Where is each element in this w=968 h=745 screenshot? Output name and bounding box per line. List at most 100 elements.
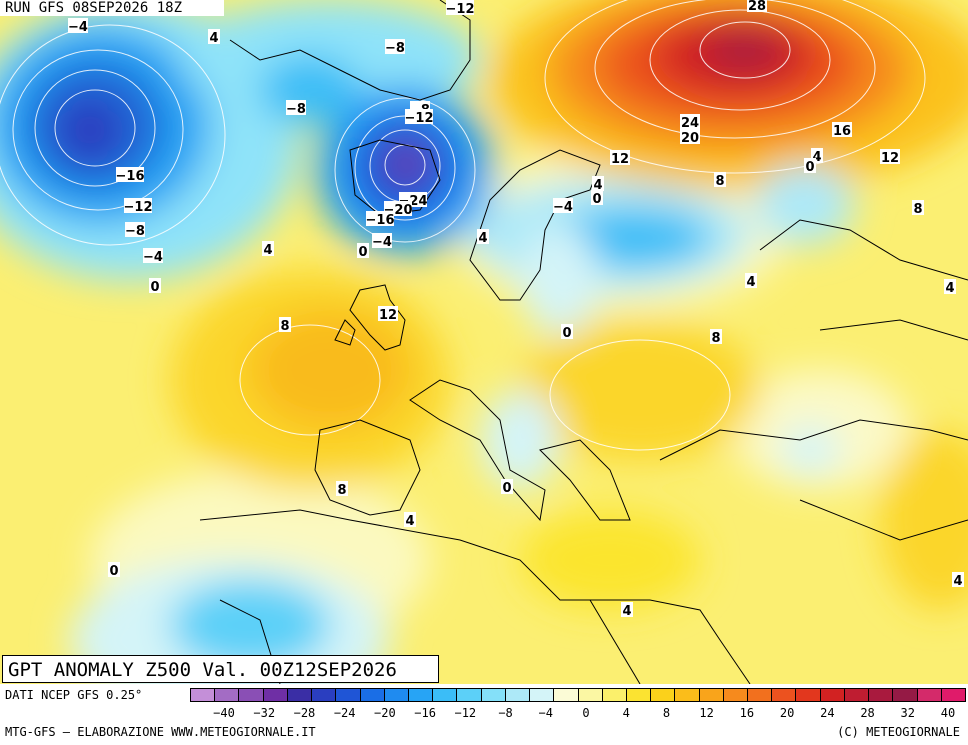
contour-label-bg <box>372 233 392 248</box>
credit-left: MTG-GFS — ELABORAZIONE WWW.METEOGIORNALE… <box>5 725 316 739</box>
contour-label: 8 <box>715 174 724 189</box>
credit-right: (C) METEOGIORNALE <box>837 725 960 739</box>
contour-label-bg <box>68 18 88 33</box>
contour-label-bg <box>405 109 433 124</box>
scale-label: −20 <box>374 706 396 720</box>
scale-swatch <box>722 689 748 701</box>
contour-label: −8 <box>385 41 405 56</box>
scale-swatch <box>407 689 433 701</box>
contour-label: −16 <box>366 213 395 228</box>
map-title: GPT ANOMALY Z500 Val. 00Z12SEP2026 <box>2 655 439 683</box>
anomaly-field <box>0 0 968 684</box>
contour-label-bg <box>404 512 416 527</box>
contour-label: 0 <box>805 160 814 175</box>
contour-label: −12 <box>446 2 475 17</box>
contour-label: 12 <box>379 308 397 323</box>
scale-swatch <box>432 689 457 701</box>
contour-label-bg <box>286 100 306 115</box>
contour-label: 12 <box>611 152 629 167</box>
contour-label-bg <box>446 0 474 15</box>
contour-label-bg <box>378 306 398 321</box>
contour-label: −12 <box>124 200 153 215</box>
contour-label: 8 <box>280 319 289 334</box>
contour-label: −4 <box>143 250 163 265</box>
contour-label-bg <box>143 248 163 263</box>
scale-label: 12 <box>699 706 714 720</box>
contour-label-bg <box>385 39 405 54</box>
scale-swatch <box>650 689 675 701</box>
scale-swatch <box>674 689 699 701</box>
contour-label: 0 <box>592 192 601 207</box>
scale-swatch <box>795 689 820 701</box>
contour-label: 0 <box>502 481 511 496</box>
contour-label: −16 <box>116 169 145 184</box>
scale-label: 28 <box>860 706 875 720</box>
contour-label-bg <box>710 329 722 344</box>
footer: DATI NCEP GFS 0.25° −40 −32 −28 −24 −20 −16 −1… <box>0 684 968 745</box>
scale-swatch <box>843 689 869 701</box>
color-scale-labels: −40 −32 −28 −24 −20 −16 −12 −8 −4 0 4 8 12 16 20 24 28 32… <box>190 706 966 720</box>
isolines <box>0 0 926 451</box>
scale-swatch <box>916 689 941 701</box>
anomaly-map: −44−12−828−8−8−12242016124012−16840−24−2… <box>0 0 968 684</box>
contour-label-bg <box>944 279 956 294</box>
color-scale-bar <box>190 688 966 702</box>
scale-swatch <box>553 689 578 701</box>
contour-label-bg <box>501 479 513 494</box>
scale-label: 4 <box>622 706 630 720</box>
contour-label: −4 <box>553 200 573 215</box>
contour-label-bg <box>366 211 394 226</box>
contour-label: −12 <box>405 111 434 126</box>
scale-swatch <box>480 689 505 701</box>
contour-label-bg <box>912 200 924 215</box>
contour-label: 4 <box>263 243 272 258</box>
contour-label-bg <box>952 572 964 587</box>
scale-swatch <box>238 689 263 701</box>
contour-label: 20 <box>681 131 699 146</box>
contour-label-bg <box>832 122 852 137</box>
scale-label: 8 <box>662 706 671 720</box>
scale-label: 32 <box>900 706 915 720</box>
contour-label: 4 <box>953 574 962 589</box>
coastlines <box>199 0 968 684</box>
contour-label: 24 <box>681 116 699 131</box>
scale-label: 24 <box>820 706 835 720</box>
scale-swatch <box>771 689 796 701</box>
contour-label-bg <box>279 317 291 332</box>
contour-label-bg <box>592 176 604 191</box>
contour-label: 4 <box>478 231 487 246</box>
contour-label-bg <box>208 29 220 44</box>
scale-swatch <box>214 689 239 701</box>
scale-swatch <box>625 689 651 701</box>
contour-label: 0 <box>150 280 159 295</box>
contour-label-bg <box>357 243 369 258</box>
contour-label-bg <box>149 278 161 293</box>
contour-label: 8 <box>711 331 720 346</box>
contour-label-bg <box>124 198 152 213</box>
contour-label-bg <box>804 158 816 173</box>
scale-swatch <box>286 689 312 701</box>
scale-label: −12 <box>454 706 477 720</box>
contour-label-bg <box>336 481 348 496</box>
contour-label: 0 <box>109 564 118 579</box>
contour-label-bg <box>108 562 120 577</box>
data-source-label: DATI NCEP GFS 0.25° <box>5 688 143 702</box>
contour-label: −8 <box>286 102 306 117</box>
run-label: RUN GFS 08SEP2026 18Z <box>0 0 225 16</box>
contour-label: 4 <box>622 604 631 619</box>
scale-swatch <box>868 689 893 701</box>
contour-label: 8 <box>337 483 346 498</box>
contour-label: 0 <box>562 326 571 341</box>
contour-label: 12 <box>881 151 899 166</box>
contour-label-bg <box>553 198 573 213</box>
scale-swatch <box>601 689 626 701</box>
contour-label-bg <box>747 0 767 12</box>
contour-label-bg <box>745 273 757 288</box>
scale-swatch <box>892 689 917 701</box>
contour-label-bg <box>591 190 603 205</box>
contour-label: 0 <box>358 245 367 260</box>
scale-swatch <box>262 689 287 701</box>
contour-label: 4 <box>593 178 602 193</box>
contour-label: 4 <box>812 150 821 165</box>
contour-label: 4 <box>209 31 218 46</box>
